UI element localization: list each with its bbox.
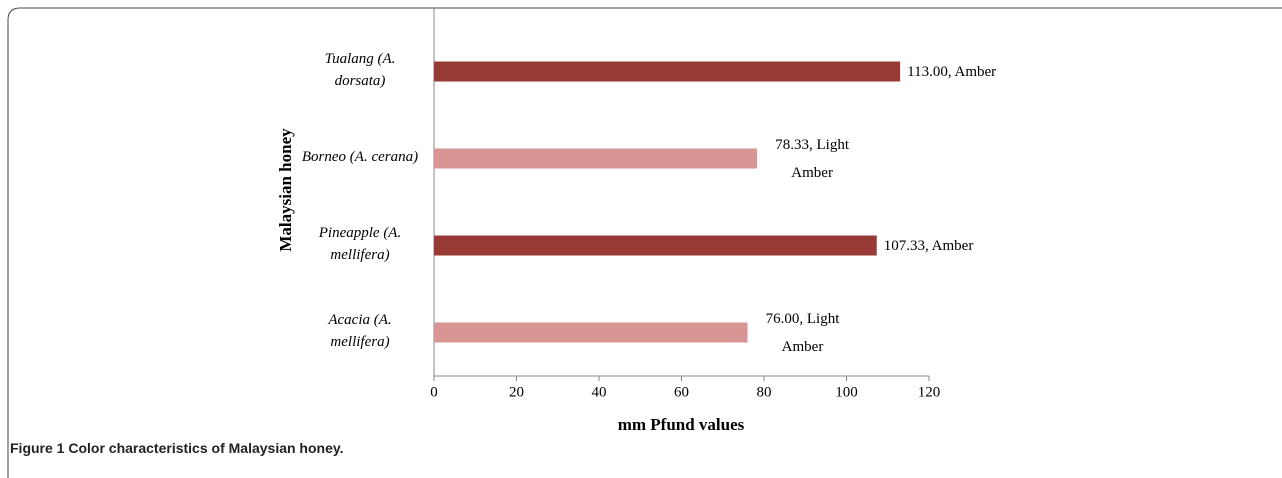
frame bbox=[7, 7, 1282, 478]
x-tick-label: 60 bbox=[674, 384, 689, 400]
y-axis-label: Malaysian honey bbox=[276, 128, 295, 252]
value-label: 113.00, Amber bbox=[907, 63, 997, 80]
x-tick-label: 20 bbox=[509, 384, 524, 400]
value-label: 76.00, Light Amber bbox=[765, 310, 840, 355]
y-tick-label: Borneo (A. cerana) bbox=[301, 148, 419, 165]
x-tick-label: 120 bbox=[918, 384, 941, 400]
bar bbox=[434, 322, 748, 343]
y-tick-label: Acacia (A. mellifera) bbox=[328, 311, 392, 350]
x-tick-label: 100 bbox=[835, 384, 858, 400]
value-label: 78.33, Light Amber bbox=[775, 136, 849, 181]
bar bbox=[434, 61, 901, 82]
y-tick-label: Tualang (A. dorsata) bbox=[324, 50, 396, 89]
y-tick-label: Pineapple (A. mellifera) bbox=[318, 224, 402, 263]
caption: Figure 1 Color characteristics of Malays… bbox=[10, 440, 344, 456]
x-tick-label: 0 bbox=[430, 384, 438, 400]
x-tick-label: 40 bbox=[592, 384, 607, 400]
x-axis-label: mm Pfund values bbox=[618, 415, 745, 434]
value-label: 107.33, Amber bbox=[883, 237, 974, 254]
bar bbox=[434, 148, 758, 169]
bar bbox=[434, 235, 877, 256]
x-tick-label: 80 bbox=[757, 384, 772, 400]
